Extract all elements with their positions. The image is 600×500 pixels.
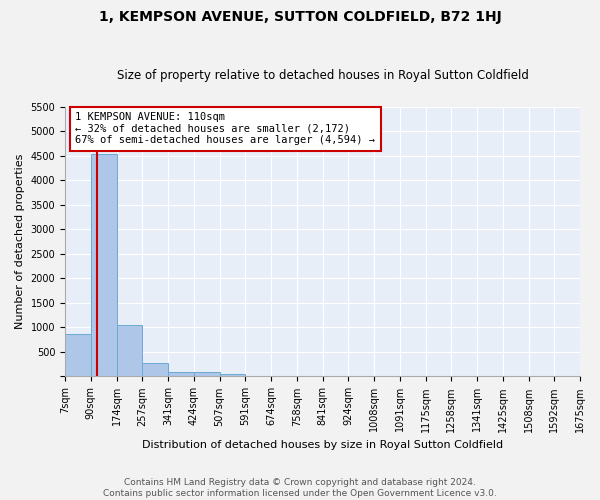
Bar <box>116 325 142 376</box>
X-axis label: Distribution of detached houses by size in Royal Sutton Coldfield: Distribution of detached houses by size … <box>142 440 503 450</box>
Text: Contains HM Land Registry data © Crown copyright and database right 2024.
Contai: Contains HM Land Registry data © Crown c… <box>103 478 497 498</box>
Bar <box>168 372 194 376</box>
Text: 1, KEMPSON AVENUE, SUTTON COLDFIELD, B72 1HJ: 1, KEMPSON AVENUE, SUTTON COLDFIELD, B72… <box>98 10 502 24</box>
Y-axis label: Number of detached properties: Number of detached properties <box>15 154 25 330</box>
Bar <box>142 362 168 376</box>
Bar <box>194 372 220 376</box>
Bar <box>220 374 245 376</box>
Title: Size of property relative to detached houses in Royal Sutton Coldfield: Size of property relative to detached ho… <box>116 69 529 82</box>
Bar <box>91 154 116 376</box>
Text: 1 KEMPSON AVENUE: 110sqm
← 32% of detached houses are smaller (2,172)
67% of sem: 1 KEMPSON AVENUE: 110sqm ← 32% of detach… <box>76 112 376 146</box>
Bar <box>65 334 91 376</box>
